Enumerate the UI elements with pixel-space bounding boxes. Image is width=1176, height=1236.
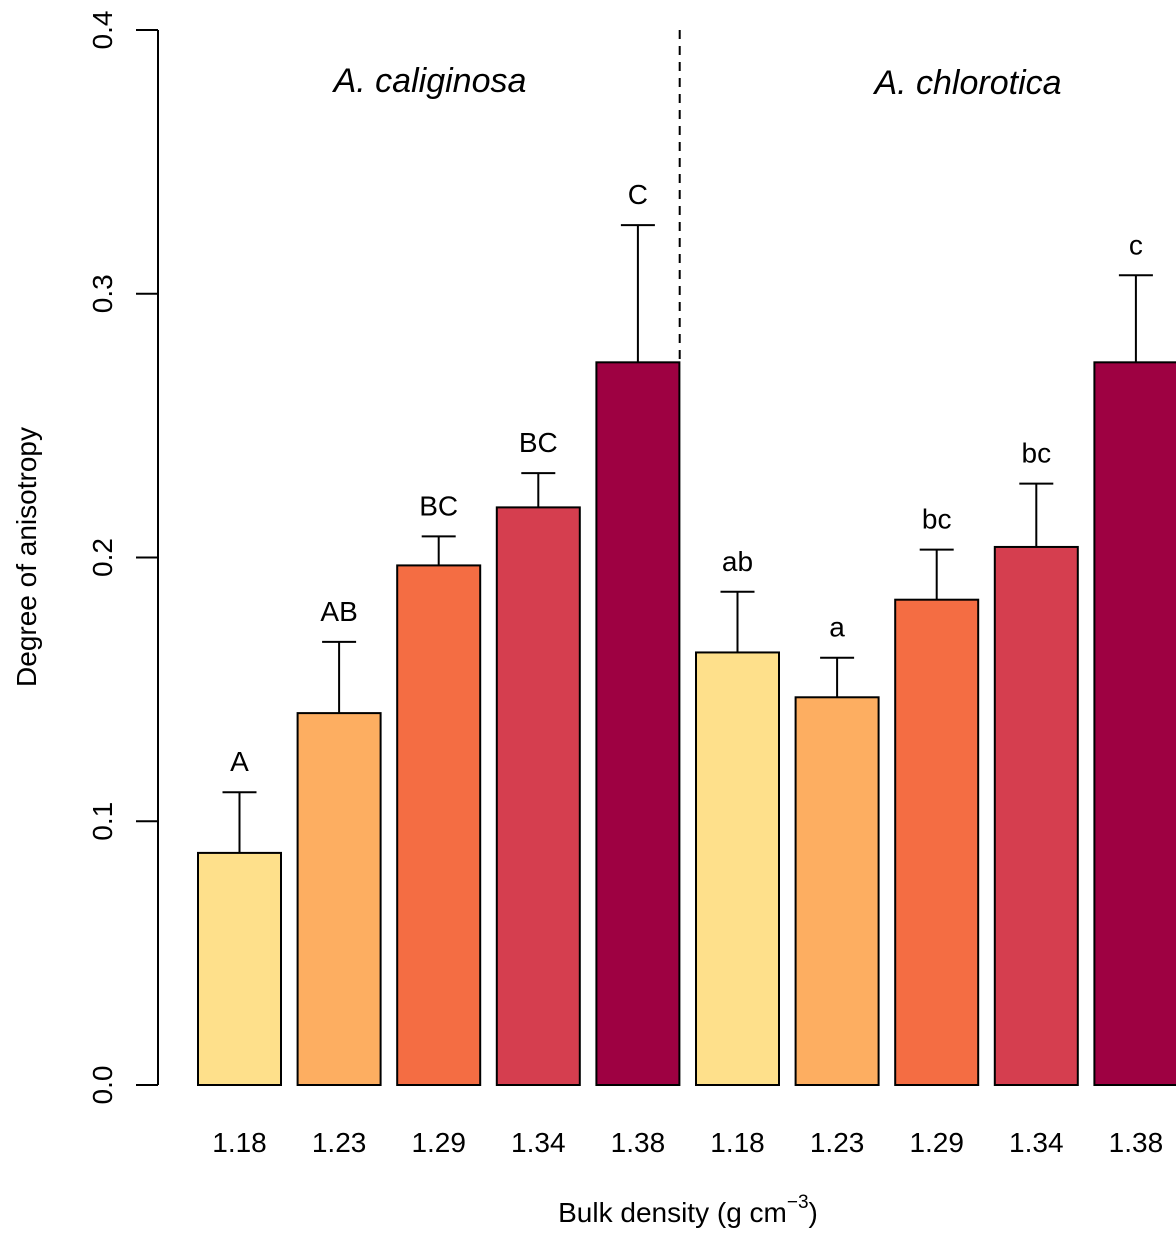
x-tick-label-1-3: 1.34 xyxy=(1009,1127,1064,1158)
error-bar-1-4 xyxy=(1118,274,1153,363)
x-tick-label-0-3: 1.34 xyxy=(511,1127,566,1158)
bar-0-1 xyxy=(296,712,382,1086)
x-tick-label-1-1: 1.23 xyxy=(810,1127,865,1158)
significance-letter-1-1: a xyxy=(829,612,845,643)
x-tick-label-0-1: 1.23 xyxy=(312,1127,367,1158)
x-tick-label-0-4: 1.38 xyxy=(611,1127,666,1158)
significance-letter-1-4: c xyxy=(1129,229,1143,260)
significance-letter-1-3: bc xyxy=(1022,438,1052,469)
y-tick-label-2: 0.2 xyxy=(87,538,118,577)
bars-layer xyxy=(197,361,1176,1087)
x-axis-title-main: Bulk density (g cm xyxy=(558,1197,787,1228)
significance-letter-1-0: ab xyxy=(722,546,753,577)
bar-1-4 xyxy=(1093,361,1176,1086)
error-bar-0-2 xyxy=(421,535,456,566)
significance-letter-0-2: BC xyxy=(419,490,458,521)
x-axis-title: Bulk density (g cm−3) xyxy=(558,1192,818,1228)
error-bar-1-3 xyxy=(1019,482,1054,547)
bar-0-3 xyxy=(495,506,581,1086)
y-tick-label-0: 0.0 xyxy=(87,1066,118,1105)
error-bar-1-0 xyxy=(720,590,755,653)
x-tick-label-0-0: 1.18 xyxy=(212,1127,267,1158)
error-bar-0-0 xyxy=(222,791,257,853)
bar-1-1 xyxy=(794,696,880,1086)
error-bar-0-4 xyxy=(620,224,655,363)
bar-0-2 xyxy=(396,564,482,1086)
x-axis-title-close: ) xyxy=(809,1197,818,1228)
bar-1-2 xyxy=(894,598,980,1086)
bar-0-0 xyxy=(197,851,282,1087)
group-label-chlorotica: A. chlorotica xyxy=(872,64,1061,102)
x-tick-label-1-4: 1.38 xyxy=(1109,1127,1164,1158)
significance-letter-0-3: BC xyxy=(519,427,558,458)
x-tick-label-0-2: 1.29 xyxy=(411,1127,466,1158)
x-tick-label-1-2: 1.29 xyxy=(909,1127,964,1158)
y-tick-label-3: 0.3 xyxy=(87,274,118,313)
bar-1-3 xyxy=(993,545,1079,1086)
error-bar-0-1 xyxy=(322,640,357,714)
y-axis-title: Degree of anisotropy xyxy=(11,427,42,687)
significance-letter-1-2: bc xyxy=(922,504,952,535)
significance-letter-0-1: AB xyxy=(320,596,357,627)
y-axis: 0.0 0.1 0.2 0.3 0.4 xyxy=(87,11,159,1105)
bar-1-0 xyxy=(695,651,780,1086)
error-bar-0-3 xyxy=(521,472,556,508)
significance-letter-0-0: A xyxy=(230,746,249,777)
group-label-caliginosa: A. caliginosa xyxy=(332,62,527,100)
y-tick-label-4: 0.4 xyxy=(87,11,118,50)
x-axis-title-exponent: −3 xyxy=(787,1192,809,1213)
error-bar-1-1 xyxy=(820,656,855,698)
bar-0-4 xyxy=(595,361,681,1086)
y-tick-label-1: 0.1 xyxy=(87,802,118,841)
error-bar-1-2 xyxy=(919,548,954,600)
error-bars-layer xyxy=(222,224,1153,853)
significance-letter-0-4: C xyxy=(628,179,648,210)
x-tick-labels: 1.18 1.23 1.29 1.34 1.38 1.18 1.23 1.29 1.34 1.38 xyxy=(212,1127,1163,1158)
x-tick-label-1-0: 1.18 xyxy=(710,1127,765,1158)
significance-letters-layer: A AB BC BC Cab a bc bc c xyxy=(230,179,1143,777)
